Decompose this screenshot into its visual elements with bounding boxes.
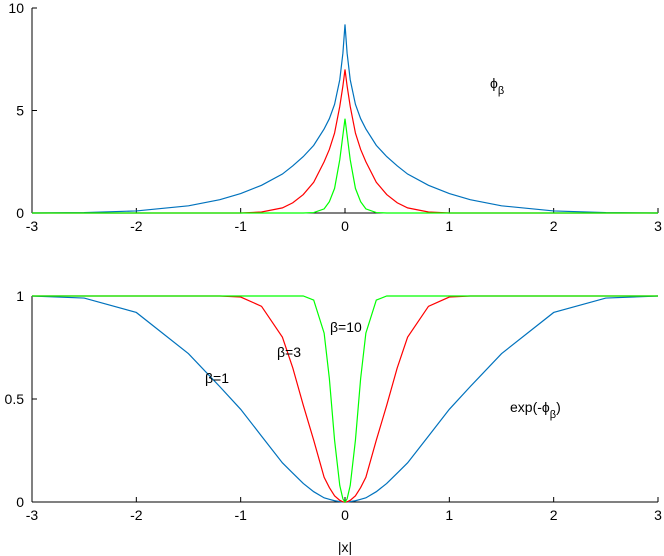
line-series <box>32 295 658 504</box>
annotation-part: ϕ <box>490 75 498 91</box>
series-label: β=1 <box>205 370 229 386</box>
x-tick-label: 2 <box>550 507 558 523</box>
x-tick-label: 2 <box>550 218 558 234</box>
series-label: β=10 <box>330 319 362 335</box>
annotation-part: exp(-ϕ <box>510 399 550 415</box>
x-tick-label: 0 <box>341 218 349 234</box>
x-tick-label: -1 <box>234 218 247 234</box>
annotation-part: β <box>498 85 504 97</box>
series-label: β=3 <box>277 344 301 360</box>
annotation-part: ) <box>556 399 561 415</box>
x-tick-label: -3 <box>26 218 39 234</box>
x-tick-label: 1 <box>445 218 453 234</box>
x-tick-label: -2 <box>130 218 143 234</box>
x-tick-label: -1 <box>234 507 247 523</box>
y-tick-label: 5 <box>16 103 24 119</box>
y-tick-label: 0 <box>16 494 24 510</box>
annotation: ϕβ <box>490 75 504 97</box>
annotation: exp(-ϕβ) <box>510 399 561 421</box>
x-tick-label: -3 <box>26 507 39 523</box>
y-tick-label: 0 <box>16 205 24 221</box>
x-tick-label: 3 <box>654 218 662 234</box>
y-tick-label: 0.5 <box>5 391 25 407</box>
y-tick-label: 1 <box>16 288 24 304</box>
line-series <box>32 69 658 214</box>
annotation-part: β <box>550 409 556 421</box>
line-series <box>31 24 659 214</box>
x-tick-label: 1 <box>445 507 453 523</box>
x-tick-label: 0 <box>341 507 349 523</box>
x-axis-label: |x| <box>338 539 352 555</box>
x-tick-label: 3 <box>654 507 662 523</box>
line-series <box>32 118 658 214</box>
x-tick-label: -2 <box>130 507 143 523</box>
y-tick-label: 10 <box>8 0 24 16</box>
